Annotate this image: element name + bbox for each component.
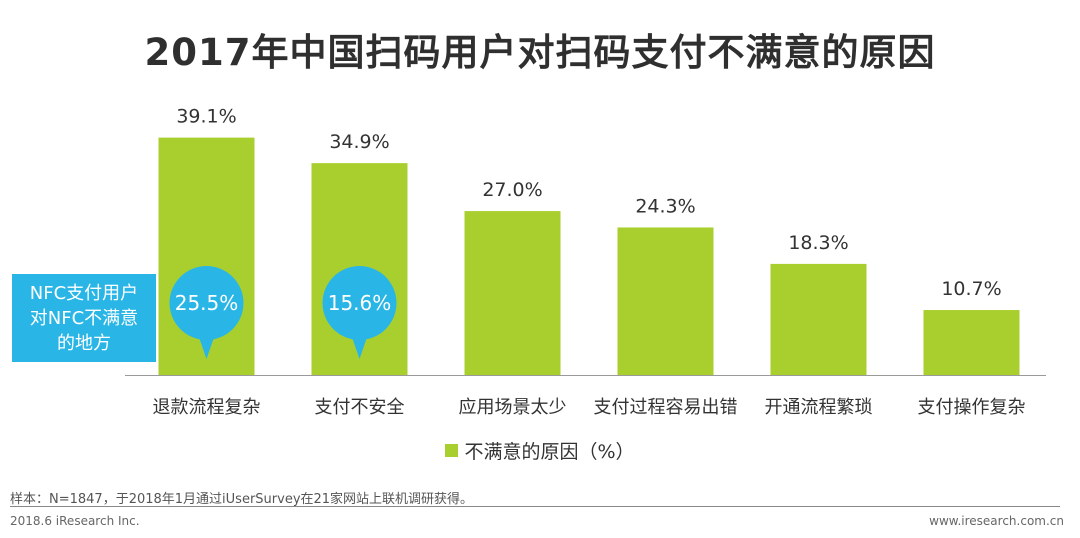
tick-label-2: 支付不安全 xyxy=(315,397,405,418)
callout-line-2: 对NFC不满意 xyxy=(29,307,139,329)
tick-label-3: 应用场景太少 xyxy=(459,397,567,418)
value-label-5: 18.3% xyxy=(788,232,848,254)
annotation-bubble-1 xyxy=(169,266,244,340)
value-label-1: 39.1% xyxy=(176,106,236,128)
divider xyxy=(10,506,1060,507)
value-label-6: 10.7% xyxy=(941,278,1001,300)
tick-label-4: 支付过程容易出错 xyxy=(594,397,738,418)
callout-line-3: 的地方 xyxy=(57,332,111,354)
value-label-3: 27.0% xyxy=(482,179,542,201)
legend: 不满意的原因（%） xyxy=(0,437,1080,464)
sample-note: 样本：N=1847，于2018年1月通过iUserSurvey在21家网站上联机… xyxy=(10,492,474,507)
annotation-label-1: 25.5% xyxy=(175,291,239,315)
legend-label: 不满意的原因（%） xyxy=(464,441,635,463)
footer-copyright: 2018.6 iResearch Inc. xyxy=(10,514,140,528)
nfc-callout-box: NFC支付用户 对NFC不满意 的地方 xyxy=(12,274,156,362)
footer-url: www.iresearch.com.cn xyxy=(929,514,1064,528)
tick-label-1: 退款流程复杂 xyxy=(153,397,261,418)
tick-label-5: 开通流程繁琐 xyxy=(765,397,873,418)
chart-title: 2017年中国扫码用户对扫码支付不满意的原因 xyxy=(144,31,936,74)
legend-swatch xyxy=(445,444,459,457)
annotation-label-2: 15.6% xyxy=(328,291,392,315)
callout-line-1: NFC支付用户 xyxy=(29,282,139,304)
bar-5 xyxy=(770,263,867,375)
tick-label-6: 支付操作复杂 xyxy=(918,397,1026,418)
bar-6 xyxy=(923,310,1020,375)
bar-3 xyxy=(464,211,561,375)
annotation-bubble-2 xyxy=(322,266,397,340)
value-label-2: 34.9% xyxy=(329,131,389,153)
value-label-4: 24.3% xyxy=(635,195,695,217)
bar-4 xyxy=(617,227,714,375)
